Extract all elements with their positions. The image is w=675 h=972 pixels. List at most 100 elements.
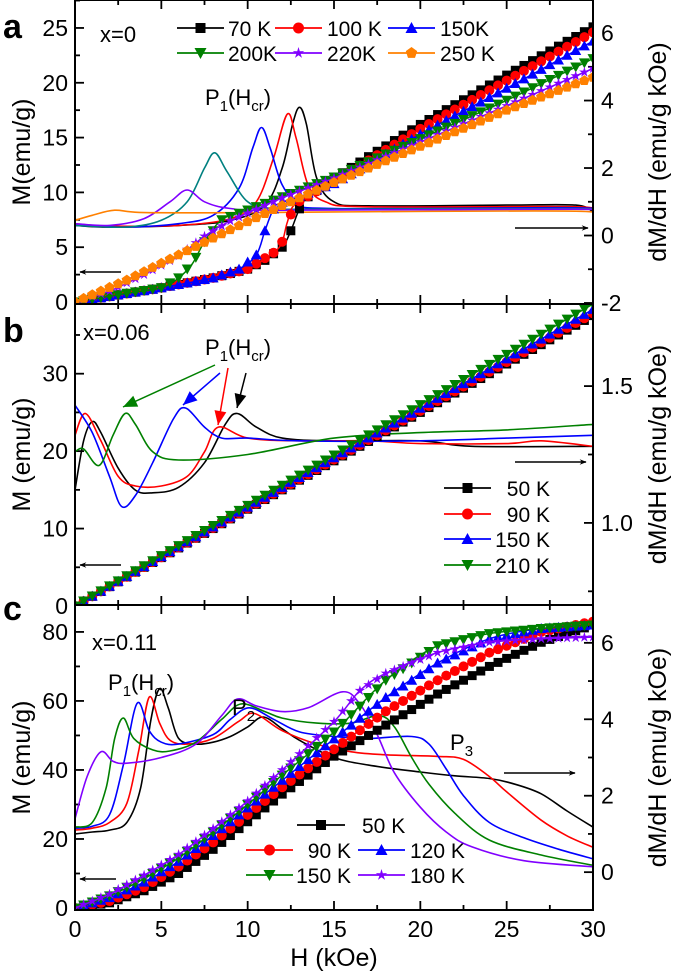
data-point <box>509 78 521 89</box>
M-series-250K <box>75 71 593 304</box>
data-point <box>397 660 409 671</box>
data-point <box>147 284 159 295</box>
legend-entry: 250 K <box>388 43 495 66</box>
data-point <box>527 334 539 345</box>
data-point <box>518 625 530 636</box>
legend-marker <box>461 560 474 571</box>
data-point <box>328 177 340 187</box>
data-point <box>570 621 582 632</box>
x-tick-label: 5 <box>155 916 168 942</box>
data-point <box>311 756 322 767</box>
y2-axis-label: dM/dH (emu/g kOe) <box>644 42 672 262</box>
data-point <box>251 212 262 223</box>
data-point <box>354 725 365 736</box>
data-point <box>302 740 314 751</box>
data-point <box>173 278 185 289</box>
legend-entry: 90 K <box>444 504 550 527</box>
legend-label: 70 K <box>228 18 271 41</box>
y-tick-label: 20 <box>42 438 68 464</box>
data-point <box>346 741 356 751</box>
data-point <box>259 780 271 790</box>
data-point <box>561 314 573 325</box>
data-point <box>121 879 132 890</box>
label-tail: (H <box>228 335 251 360</box>
label-main: P <box>450 730 465 755</box>
data-point <box>458 375 469 386</box>
legend-marker <box>264 844 275 856</box>
data-point <box>242 216 253 227</box>
legend-entry: 50 K <box>444 478 550 501</box>
data-point <box>216 269 228 280</box>
data-point <box>95 892 107 903</box>
data-point <box>224 266 236 277</box>
data-point <box>372 725 382 735</box>
data-point <box>312 764 322 774</box>
data-point <box>138 869 150 880</box>
y-axis-label: M (emu/g) <box>8 701 36 815</box>
data-point <box>233 505 245 516</box>
data-point <box>345 710 357 721</box>
data-point <box>173 541 185 552</box>
data-point <box>302 465 314 476</box>
data-point <box>441 645 452 656</box>
y2-tick-label: 6 <box>601 20 614 46</box>
data-point <box>345 719 357 730</box>
data-point <box>320 175 331 186</box>
data-point <box>389 664 400 675</box>
data-point <box>294 204 304 214</box>
data-point <box>449 637 461 648</box>
legend-marker <box>462 483 473 493</box>
data-point <box>363 430 375 441</box>
data-point <box>380 675 392 686</box>
data-point <box>224 813 236 824</box>
data-point <box>484 85 495 96</box>
data-point <box>406 674 418 685</box>
data-point <box>250 495 262 506</box>
data-point <box>87 895 98 906</box>
data-point <box>294 192 305 203</box>
data-point <box>95 586 107 597</box>
data-point <box>527 89 538 100</box>
label-sub: 1 <box>220 98 228 115</box>
data-point <box>570 78 581 89</box>
data-point <box>527 68 539 79</box>
legend-marker <box>293 22 304 34</box>
data-point <box>233 806 245 817</box>
label-sub: 1 <box>220 348 228 365</box>
label-tail: (H <box>228 85 251 110</box>
data-point <box>302 754 314 765</box>
label-tail: (H <box>131 670 154 695</box>
y-tick-label: 0 <box>55 289 68 315</box>
data-point <box>587 54 593 65</box>
data-point <box>363 679 374 690</box>
data-point <box>112 887 124 898</box>
dMdH-curve-210K <box>75 412 593 467</box>
dMdH-curve-150K <box>75 404 593 509</box>
data-point <box>191 856 201 866</box>
data-point <box>519 60 529 70</box>
data-point <box>397 680 409 691</box>
data-point <box>329 751 339 761</box>
data-point <box>216 816 227 827</box>
y-axis-label: M (emu/g) <box>8 398 36 512</box>
data-point <box>372 712 383 723</box>
data-point <box>449 104 460 115</box>
data-point <box>440 653 452 664</box>
data-point <box>130 270 141 281</box>
data-point <box>441 670 452 681</box>
data-point <box>311 747 323 758</box>
data-point <box>475 96 487 107</box>
legend-label: 200K <box>228 43 277 66</box>
data-point <box>578 40 590 51</box>
data-point <box>579 27 589 37</box>
peak-label-P1: P1(Hcr) <box>205 85 271 115</box>
data-point <box>181 264 193 275</box>
data-point <box>380 667 391 678</box>
data-point <box>545 46 555 56</box>
data-point <box>544 623 556 634</box>
data-point <box>104 888 115 899</box>
data-point <box>458 661 469 672</box>
plot-frame <box>74 604 594 911</box>
data-point <box>501 104 512 115</box>
data-point <box>233 802 245 813</box>
